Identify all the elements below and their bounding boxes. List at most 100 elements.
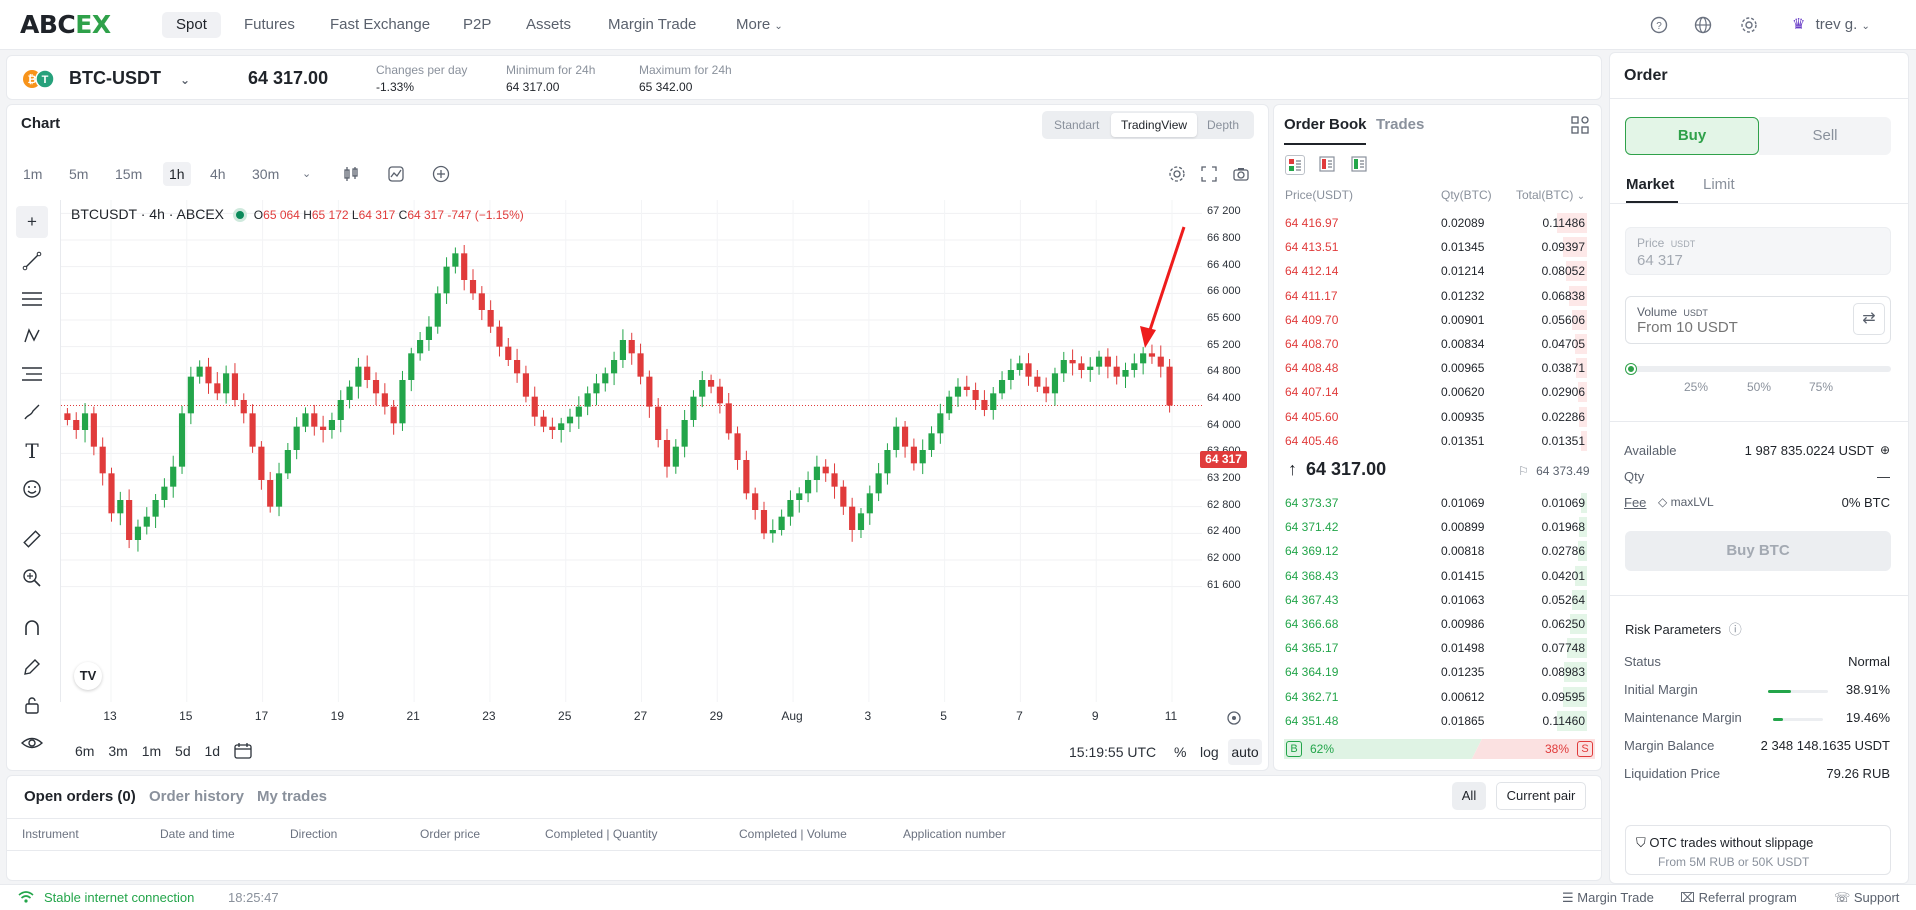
buy-btc-button[interactable]: Buy BTC bbox=[1625, 531, 1891, 571]
volume-input[interactable] bbox=[1637, 319, 1837, 336]
slider-mark-50[interactable]: 50% bbox=[1747, 380, 1772, 394]
ruler-tool-icon[interactable] bbox=[16, 523, 48, 555]
view-bids-icon[interactable] bbox=[1350, 155, 1370, 175]
timeframe-1m[interactable]: 1m bbox=[23, 166, 43, 182]
range-3m[interactable]: 3m bbox=[108, 743, 128, 759]
footer-margin-trade[interactable]: ☰ Margin Trade bbox=[1562, 890, 1654, 906]
tab-tradingview[interactable]: TradingView bbox=[1111, 113, 1198, 137]
horizontal-lines-tool-icon[interactable] bbox=[16, 283, 48, 315]
user-menu[interactable]: ♛ trev g. ⌄ bbox=[1792, 15, 1870, 33]
tradingview-logo-icon[interactable]: TV bbox=[74, 662, 102, 690]
help-icon[interactable]: ⓘ bbox=[1728, 622, 1742, 637]
header-total[interactable]: Total(BTC) ⌄ bbox=[1516, 188, 1585, 202]
scale-log[interactable]: log bbox=[1200, 744, 1219, 760]
order-book-row[interactable]: 64 405.60 0.00935 0.02286 bbox=[1284, 405, 1587, 429]
tab-open-orders[interactable]: Open orders (0) bbox=[24, 788, 136, 805]
nav-assets[interactable]: Assets bbox=[526, 16, 572, 33]
fullscreen-icon[interactable] bbox=[1200, 165, 1218, 186]
order-book-row[interactable]: 64 351.48 0.01865 0.11460 bbox=[1284, 709, 1587, 733]
sell-tab-button[interactable]: Sell bbox=[1759, 117, 1891, 155]
footer-support[interactable]: ☏ Support bbox=[1834, 890, 1899, 906]
candle-type-icon[interactable] bbox=[342, 165, 360, 186]
timeframe-5m[interactable]: 5m bbox=[69, 166, 89, 182]
order-book-row[interactable]: 64 412.14 0.01214 0.08052 bbox=[1284, 259, 1587, 283]
brush-tool-icon[interactable] bbox=[16, 396, 48, 428]
nav-futures[interactable]: Futures bbox=[244, 16, 295, 33]
magnet-tool-icon[interactable] bbox=[16, 612, 48, 644]
globe-icon[interactable] bbox=[1691, 13, 1715, 37]
tab-order-history[interactable]: Order history bbox=[149, 788, 245, 805]
volume-field[interactable]: Volume USDT ⇄ bbox=[1625, 296, 1891, 344]
logo[interactable]: ABCEX bbox=[20, 10, 111, 39]
timeframe-30m[interactable]: 30m bbox=[252, 166, 280, 182]
crosshair-tool-icon[interactable]: + bbox=[16, 206, 48, 238]
add-funds-icon[interactable]: ⊕ bbox=[1879, 443, 1890, 457]
order-book-row[interactable]: 64 362.71 0.00612 0.09595 bbox=[1284, 685, 1587, 709]
nav-spot[interactable]: Spot bbox=[162, 12, 221, 38]
order-book-row[interactable]: 64 416.97 0.02089 0.11486 bbox=[1284, 211, 1587, 235]
settings-icon[interactable] bbox=[1168, 165, 1186, 186]
reset-scale-icon[interactable] bbox=[1226, 710, 1242, 729]
calendar-icon[interactable] bbox=[233, 742, 253, 763]
indicators-icon[interactable] bbox=[387, 165, 405, 186]
tab-my-trades[interactable]: My trades bbox=[257, 788, 328, 805]
tab-market[interactable]: Market bbox=[1626, 176, 1675, 193]
range-5d[interactable]: 5d bbox=[175, 743, 191, 759]
fee-label[interactable]: Fee bbox=[1624, 495, 1647, 510]
order-book-row[interactable]: 64 411.17 0.01232 0.06838 bbox=[1284, 284, 1587, 308]
filter-current-pair[interactable]: Current pair bbox=[1496, 782, 1586, 810]
scale-percent[interactable]: % bbox=[1174, 744, 1187, 760]
pattern-tool-icon[interactable] bbox=[16, 320, 48, 352]
order-book-row[interactable]: 64 371.42 0.00899 0.01968 bbox=[1284, 515, 1587, 539]
timeframe-15m[interactable]: 15m bbox=[115, 166, 143, 182]
order-book-row[interactable]: 64 365.17 0.01498 0.07748 bbox=[1284, 636, 1587, 660]
text-tool-icon[interactable]: T bbox=[25, 439, 39, 463]
pencil-lock-tool-icon[interactable] bbox=[16, 651, 48, 683]
tab-limit[interactable]: Limit bbox=[1703, 176, 1735, 193]
order-book-row[interactable]: 64 369.12 0.00818 0.02786 bbox=[1284, 539, 1587, 563]
slider-mark-25[interactable]: 25% bbox=[1684, 380, 1709, 394]
otc-banner[interactable]: ⛉ OTC trades without slippage From 5M RU… bbox=[1625, 825, 1891, 875]
filter-all[interactable]: All bbox=[1452, 782, 1486, 810]
footer-referral[interactable]: ⌧ Referral program bbox=[1680, 890, 1797, 906]
camera-icon[interactable] bbox=[1232, 165, 1250, 186]
tab-standart[interactable]: Standart bbox=[1054, 118, 1100, 132]
range-1m[interactable]: 1m bbox=[141, 743, 162, 759]
nav-margin-trade[interactable]: Margin Trade bbox=[608, 16, 697, 33]
order-book-row[interactable]: 64 408.70 0.00834 0.04705 bbox=[1284, 332, 1587, 356]
timeframe-dropdown[interactable]: ⌄ bbox=[296, 162, 317, 186]
layout-grid-icon[interactable] bbox=[1570, 115, 1590, 138]
chart-canvas[interactable]: BTCUSDT · 4h · ABCEX O65 064 H65 172 L64… bbox=[60, 200, 1202, 702]
order-book-row[interactable]: 64 373.37 0.01069 0.01069 bbox=[1284, 491, 1587, 515]
tab-depth[interactable]: Depth bbox=[1207, 118, 1240, 132]
order-book-row[interactable]: 64 409.70 0.00901 0.05606 bbox=[1284, 308, 1587, 332]
price-axis[interactable]: 67 200 66 800 66 400 66 000 65 600 65 200 64 8… bbox=[1201, 200, 1251, 702]
time-axis[interactable]: 13 15 17 19 21 23 25 27 29 Aug 3 5 7 9 11 bbox=[60, 706, 1201, 728]
amount-slider[interactable] bbox=[1626, 364, 1891, 374]
eye-tool-icon[interactable] bbox=[16, 727, 48, 759]
order-book-row[interactable]: 64 368.43 0.01415 0.04201 bbox=[1284, 564, 1587, 588]
gear-icon[interactable] bbox=[1737, 13, 1761, 37]
candlestick-chart[interactable] bbox=[61, 200, 1202, 702]
nav-p2p[interactable]: P2P bbox=[463, 16, 492, 33]
order-book-row[interactable]: 64 366.68 0.00986 0.06250 bbox=[1284, 612, 1587, 636]
order-book-row[interactable]: 64 413.51 0.01345 0.09397 bbox=[1284, 235, 1587, 259]
scale-auto[interactable]: auto bbox=[1228, 739, 1262, 765]
emoji-tool-icon[interactable] bbox=[16, 473, 48, 505]
help-icon[interactable]: ? bbox=[1647, 13, 1671, 37]
buy-tab-button[interactable]: Buy bbox=[1625, 117, 1759, 155]
order-book-row[interactable]: 64 367.43 0.01063 0.05264 bbox=[1284, 588, 1587, 612]
pair-selector[interactable]: BTC-USDT ⌄ bbox=[69, 68, 190, 89]
trend-line-tool-icon[interactable] bbox=[16, 245, 48, 277]
view-asks-icon[interactable] bbox=[1318, 155, 1338, 175]
order-book-row[interactable]: 64 408.48 0.00965 0.03871 bbox=[1284, 356, 1587, 380]
add-icon[interactable] bbox=[432, 165, 450, 186]
nav-fast-exchange[interactable]: Fast Exchange bbox=[330, 16, 431, 33]
tab-order-book[interactable]: Order Book bbox=[1284, 116, 1367, 133]
slider-mark-75[interactable]: 75% bbox=[1809, 380, 1834, 394]
timeframe-1h[interactable]: 1h bbox=[163, 162, 191, 186]
range-1d[interactable]: 1d bbox=[204, 743, 221, 759]
nav-more[interactable]: More ⌄ bbox=[722, 12, 797, 38]
zoom-tool-icon[interactable] bbox=[16, 562, 48, 594]
lock-tool-icon[interactable] bbox=[16, 689, 48, 721]
